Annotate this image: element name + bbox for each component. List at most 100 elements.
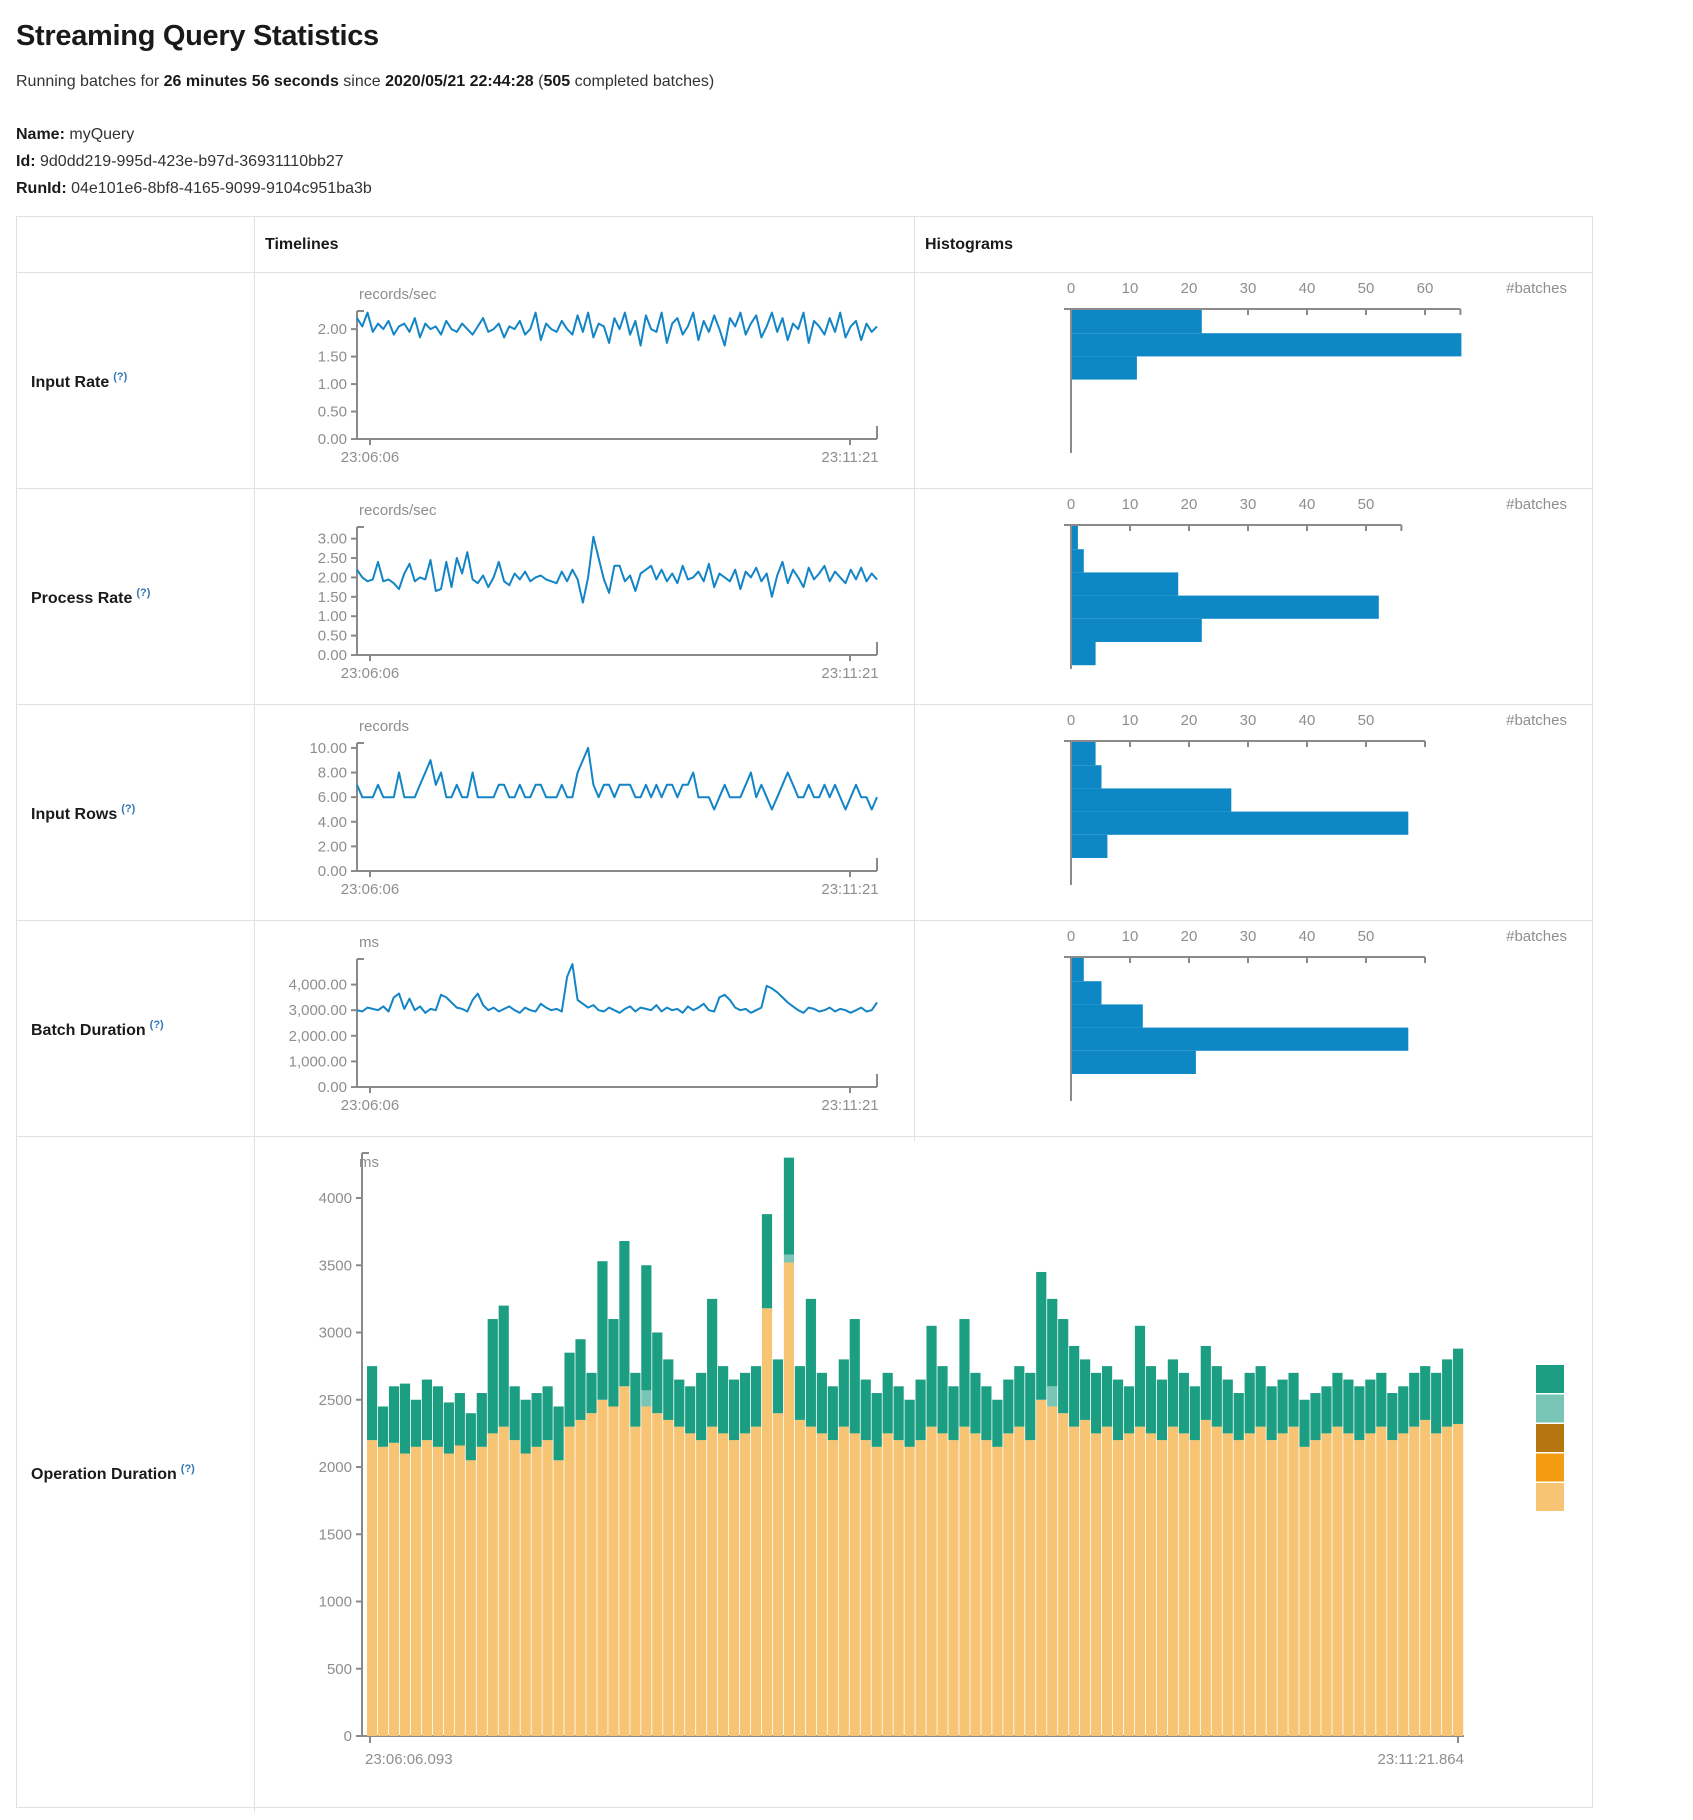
page-title: Streaming Query Statistics <box>16 20 379 52</box>
operation-duration-bar-segment-tan <box>904 1446 915 1736</box>
process-rate-hist-bar <box>1072 572 1179 596</box>
operation-duration-bar-segment-teal <box>1145 1366 1157 1434</box>
operation-duration-bar-segment-light-teal <box>1047 1386 1058 1407</box>
operation-duration-bar-segment-tan <box>893 1440 904 1736</box>
batch-duration-hist-tick: 10 <box>1122 928 1139 945</box>
operation-duration-bar-segment-teal <box>476 1393 487 1447</box>
operation-duration-bar-segment-teal <box>761 1214 773 1309</box>
operation-duration-bar-segment-teal <box>586 1372 597 1414</box>
process-rate-y-tick: 1.50 <box>318 589 347 606</box>
operation-duration-bar-segment-tan <box>1332 1426 1343 1736</box>
query-runid-value: 04e101e6-8bf8-4165-9099-9104c951ba3b <box>71 180 372 197</box>
operation-duration-label-text: Operation Duration <box>31 1465 177 1483</box>
operation-duration-bar-segment-tan <box>992 1446 1003 1736</box>
operation-duration-bar-segment-teal <box>399 1383 411 1454</box>
input-rows-y-tick: 0.00 <box>318 863 347 880</box>
input-rate-timeline-cell: records/sec 2.00 1.50 1.00 0.50 0.00 23:06:06 2… <box>254 273 914 493</box>
operation-duration-bar-segment-teal <box>915 1379 926 1441</box>
legend-swatch-0[interactable] <box>1536 1365 1564 1393</box>
process-rate-line-series <box>356 535 878 604</box>
operation-duration-bar-segment-teal <box>1112 1379 1124 1441</box>
operation-duration-bar-segment-light-teal <box>641 1390 652 1407</box>
input-rows-help-icon[interactable]: (?) <box>121 803 136 815</box>
input-rows-timeline-chart: records 10.00 8.00 6.00 4.00 2.00 0.0023:06:06… <box>309 718 878 898</box>
operation-duration-bar-segment-teal <box>1014 1366 1025 1427</box>
operation-duration-bar-segment-tan <box>860 1440 871 1736</box>
input-rate-y-tick: 0.50 <box>318 404 347 421</box>
operation-duration-bar-segment-teal <box>432 1386 443 1447</box>
batch-duration-batches-label: #batches <box>1506 928 1567 945</box>
operation-duration-bar-segment-tan <box>970 1433 981 1736</box>
process-rate-help-icon[interactable]: (?) <box>136 587 151 599</box>
batch-duration-line-series <box>356 963 878 1014</box>
operation-duration-bar-segment-tan <box>388 1442 400 1736</box>
operation-duration-bar-segment-teal <box>882 1372 893 1434</box>
operation-duration-bar-segment-tan <box>641 1406 652 1736</box>
operation-duration-y-tick: 3500 <box>319 1257 352 1274</box>
input-rows-timeline-cell: records 10.00 8.00 6.00 4.00 2.00 0.00 23:06:06… <box>254 705 914 925</box>
operation-duration-bar-segment-teal <box>487 1319 498 1434</box>
operation-duration-bar-segment-tan <box>1003 1433 1014 1736</box>
process-rate-hist-bar <box>1072 642 1096 666</box>
query-name-row: Name: myQuery <box>16 126 135 143</box>
process-rate-hist-tick: 50 <box>1358 496 1375 513</box>
input-rows-hist-bar <box>1072 788 1232 812</box>
summary-text: Running batches for <box>16 73 164 90</box>
process-rate-hist-bar <box>1072 549 1084 573</box>
operation-duration-bar-segment-tan <box>718 1433 729 1736</box>
operation-duration-bar-segment-teal <box>367 1366 378 1441</box>
input-rate-help-icon[interactable]: (?) <box>113 371 128 383</box>
batch-duration-hist-tick: 0 <box>1067 928 1075 945</box>
operation-duration-bar-segment-tan <box>849 1433 860 1736</box>
input-rate-y-tick: 1.50 <box>318 349 347 366</box>
operation-duration-bar-segment-teal <box>1091 1372 1102 1434</box>
operation-duration-bar-segment-teal <box>377 1406 389 1447</box>
operation-duration-bar-segment-teal <box>937 1366 948 1434</box>
process-rate-timeline-chart: records/sec3.002.502.001.501.000.500.002… <box>318 502 879 682</box>
operation-duration-bar-segment-tan <box>1277 1433 1288 1736</box>
header-empty-cell <box>17 217 254 272</box>
operation-duration-help-icon[interactable]: (?) <box>180 1462 195 1475</box>
input-rows-batches-label: #batches <box>1506 712 1567 729</box>
query-name-value: myQuery <box>69 126 135 143</box>
operation-duration-bar-segment-teal <box>750 1366 762 1427</box>
input-rows-y-tick: 8.00 <box>318 765 347 782</box>
operation-duration-bar-segment-teal <box>1299 1399 1310 1447</box>
input-rate-hist-tick: 20 <box>1181 280 1198 297</box>
input-rate-unit-label: records/sec <box>359 286 437 303</box>
operation-duration-y-tick: 2000 <box>319 1459 352 1476</box>
summary-batch-count: 505 <box>543 73 571 90</box>
metric-row-input-rows: Input Rows (?) records 10.00 8.00 6.00 4.00 2.0… <box>17 704 1592 925</box>
operation-duration-bar-segment-tan <box>750 1426 762 1736</box>
operation-duration-bar-segment-teal <box>1266 1386 1277 1441</box>
batch-duration-help-icon[interactable]: (?) <box>149 1019 164 1031</box>
operation-duration-y-tick: 3000 <box>319 1325 352 1342</box>
legend-swatch-3[interactable] <box>1536 1453 1564 1482</box>
operation-duration-bar-segment-teal <box>1453 1348 1464 1424</box>
operation-duration-bar-segment-teal <box>388 1386 400 1443</box>
legend-swatch-1[interactable] <box>1536 1394 1564 1423</box>
row-label-operation-duration: Operation Duration (?) <box>17 1137 254 1812</box>
process-rate-timeline-cell: records/sec 3.00 2.50 2.00 1.50 1.00 0.50 0.00 2… <box>254 489 914 709</box>
stats-table: Timelines Histograms Input Rate (?) record… <box>16 216 1593 1812</box>
operation-duration-stacked-chart: ms 4000 3500 3000 2500 2000 1500 1000 500 0 23:06:… <box>319 1152 1564 1768</box>
operation-duration-bar-segment-teal <box>959 1319 970 1427</box>
process-rate-y-tick: 2.50 <box>318 550 347 567</box>
operation-duration-bar-segment-tan <box>1058 1413 1069 1736</box>
process-rate-label-text: Process Rate <box>31 590 133 607</box>
process-rate-hist-tick: 40 <box>1299 496 1316 513</box>
operation-duration-bar-segment-tan <box>1233 1440 1244 1736</box>
operation-duration-bar-segment-teal <box>685 1386 696 1434</box>
process-rate-hist-tick: 30 <box>1240 496 1257 513</box>
operation-duration-bar-segment-teal <box>509 1386 520 1441</box>
operation-duration-bar-segment-teal <box>619 1241 630 1387</box>
row-label-process-rate: Process Rate (?) <box>17 489 254 709</box>
process-rate-hist-bar <box>1072 526 1078 550</box>
process-rate-batches-label: #batches <box>1506 496 1567 513</box>
legend-swatch-4[interactable] <box>1536 1483 1564 1511</box>
operation-duration-bar-segment-teal <box>531 1393 542 1447</box>
legend-swatch-2[interactable] <box>1536 1424 1564 1452</box>
operation-duration-bar-segment-teal <box>1123 1386 1135 1434</box>
operation-duration-bar-segment-teal <box>816 1372 827 1434</box>
